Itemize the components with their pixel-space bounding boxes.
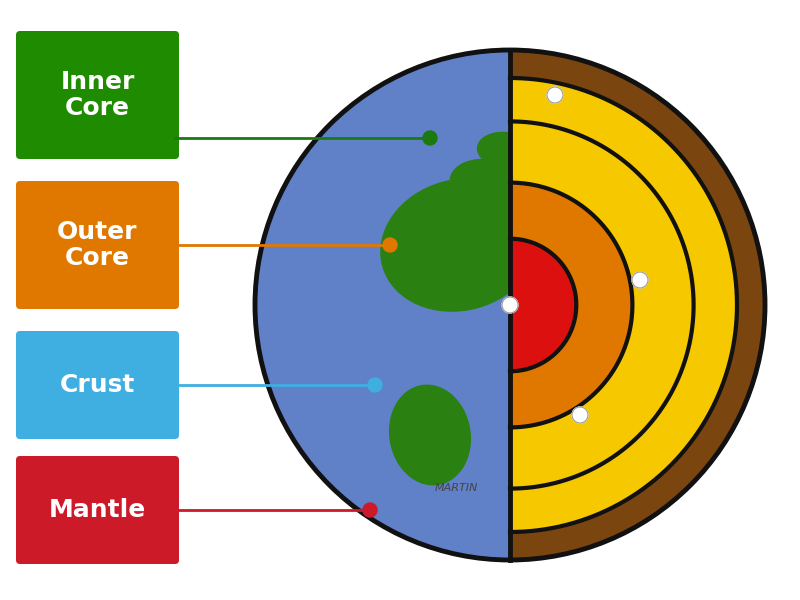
Text: Crust: Crust bbox=[60, 373, 135, 397]
Wedge shape bbox=[510, 182, 633, 427]
Circle shape bbox=[383, 238, 397, 252]
FancyBboxPatch shape bbox=[16, 456, 179, 564]
Text: Outer
Core: Outer Core bbox=[58, 220, 138, 270]
Wedge shape bbox=[510, 50, 765, 560]
Ellipse shape bbox=[478, 133, 533, 167]
Wedge shape bbox=[510, 50, 765, 560]
Circle shape bbox=[572, 407, 588, 423]
Text: Mantle: Mantle bbox=[49, 498, 146, 522]
Wedge shape bbox=[510, 182, 633, 427]
Ellipse shape bbox=[390, 385, 470, 485]
Wedge shape bbox=[510, 239, 576, 371]
Text: MARTIN: MARTIN bbox=[434, 483, 478, 493]
Circle shape bbox=[255, 50, 765, 560]
Circle shape bbox=[368, 378, 382, 392]
Ellipse shape bbox=[450, 160, 530, 211]
Circle shape bbox=[632, 272, 648, 288]
Circle shape bbox=[502, 297, 518, 313]
FancyBboxPatch shape bbox=[16, 181, 179, 309]
Wedge shape bbox=[510, 49, 766, 561]
Circle shape bbox=[423, 131, 437, 145]
Circle shape bbox=[547, 87, 563, 103]
Text: Inner
Core: Inner Core bbox=[60, 70, 134, 120]
Wedge shape bbox=[510, 78, 737, 532]
FancyBboxPatch shape bbox=[16, 331, 179, 439]
FancyBboxPatch shape bbox=[16, 31, 179, 159]
Circle shape bbox=[363, 503, 377, 517]
Wedge shape bbox=[510, 78, 737, 532]
Wedge shape bbox=[510, 239, 576, 371]
Ellipse shape bbox=[381, 179, 539, 311]
